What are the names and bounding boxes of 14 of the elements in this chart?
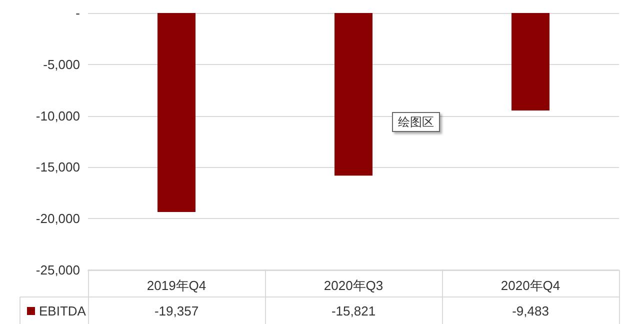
legend-label: EBITDA xyxy=(39,304,86,318)
x-tick-label: 2020年Q3 xyxy=(324,278,384,293)
y-tick-label: -25,000 xyxy=(36,262,80,278)
y-tick-label: -5,000 xyxy=(43,56,80,72)
annotation: 绘图区 xyxy=(398,115,434,129)
data-label: -19,357 xyxy=(154,304,199,318)
data-label: -9,483 xyxy=(512,304,549,318)
y-tick-label: - xyxy=(76,6,80,20)
data-label: -15,821 xyxy=(331,304,376,318)
y-tick-label: -15,000 xyxy=(36,160,80,175)
y-tick-label: -20,000 xyxy=(36,211,80,226)
x-tick-label: 2019年Q4 xyxy=(146,278,206,293)
x-tick-label: 2020年Q4 xyxy=(500,278,560,293)
y-tick-label: -10,000 xyxy=(36,108,80,124)
